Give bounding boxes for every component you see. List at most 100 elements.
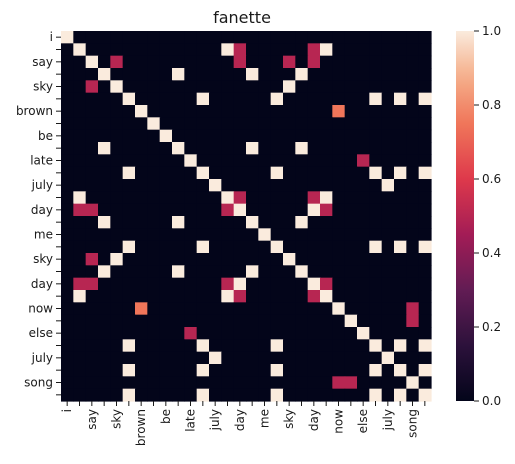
heatmap-cell (394, 142, 407, 155)
heatmap-cell (135, 240, 148, 254)
heatmap-cell (221, 166, 235, 180)
heatmap-cell (332, 228, 346, 242)
heatmap-cell (61, 166, 74, 180)
heatmap-cell (147, 351, 161, 365)
colorbar-tick-label: 0.8 (482, 98, 501, 112)
heatmap-cell (209, 240, 222, 254)
heatmap-cell (344, 142, 358, 155)
heatmap-cell (135, 290, 148, 303)
heatmap-cell (270, 253, 284, 266)
y-tick-label: brown (16, 104, 53, 118)
heatmap-cell (196, 68, 210, 81)
heatmap-cell (283, 240, 296, 254)
colorbar-gradient (456, 31, 474, 401)
heatmap-cell (184, 240, 198, 254)
heatmap-cell (85, 154, 99, 168)
heatmap-cell (85, 388, 99, 402)
heatmap-cell (381, 240, 395, 254)
heatmap-cell (381, 290, 395, 303)
heatmap-cell (258, 117, 272, 131)
heatmap-cell (122, 55, 136, 69)
heatmap-cell (196, 388, 210, 402)
heatmap-cell (233, 43, 247, 57)
heatmap-cell (344, 203, 358, 217)
heatmap-cell (295, 43, 309, 57)
heatmap-cell (122, 314, 136, 328)
heatmap-cell (233, 327, 247, 340)
heatmap-cell (159, 191, 173, 205)
heatmap-cell (258, 203, 272, 217)
heatmap-cell (209, 376, 222, 390)
heatmap-cell (258, 339, 272, 353)
heatmap-cell (61, 179, 74, 192)
heatmap-cell (344, 191, 358, 205)
heatmap-cell (295, 31, 309, 44)
heatmap-cell (406, 265, 420, 279)
colorbar-tick-label: 0.4 (482, 246, 501, 260)
heatmap-cell (344, 290, 358, 303)
heatmap-cell (184, 265, 198, 279)
heatmap-cell (147, 253, 161, 266)
heatmap-cell (406, 216, 420, 229)
heatmap-cell (184, 203, 198, 217)
heatmap-cell (295, 351, 309, 365)
heatmap-cell (172, 364, 185, 377)
heatmap-cell (184, 290, 198, 303)
heatmap-cell (307, 364, 321, 377)
heatmap-cell (344, 253, 358, 266)
heatmap-cell (122, 339, 136, 353)
heatmap-cell (344, 265, 358, 279)
heatmap-cell (332, 216, 346, 229)
heatmap-cell (184, 117, 198, 131)
heatmap-cell (295, 277, 309, 291)
heatmap-cell (172, 105, 185, 118)
heatmap-cell (221, 228, 235, 242)
heatmap-cell (295, 388, 309, 402)
heatmap-cell (307, 253, 321, 266)
heatmap-cell (172, 154, 185, 168)
heatmap-cell (394, 68, 407, 81)
heatmap-cell (246, 43, 259, 57)
heatmap-cell (73, 166, 87, 180)
heatmap-cell (320, 142, 333, 155)
heatmap-cell (418, 80, 432, 94)
heatmap-cell (172, 216, 185, 229)
heatmap-cell (233, 314, 247, 328)
heatmap-cell (344, 92, 358, 106)
heatmap-cell (307, 388, 321, 402)
heatmap-cell (320, 388, 333, 402)
heatmap-cell (233, 216, 247, 229)
heatmap-cell (85, 191, 99, 205)
heatmap-cell (196, 92, 210, 106)
heatmap-cell (196, 31, 210, 44)
heatmap-cell (172, 240, 185, 254)
heatmap-cell (98, 228, 111, 242)
heatmap-cell (357, 302, 370, 316)
heatmap-cell (209, 31, 222, 44)
heatmap-cell (110, 302, 124, 316)
heatmap-cell (270, 388, 284, 402)
heatmap-cell (332, 277, 346, 291)
heatmap-cell (394, 290, 407, 303)
y-tick-label: be (38, 129, 53, 143)
heatmap-cell (221, 129, 235, 143)
heatmap-cell (98, 351, 111, 365)
heatmap-cell (184, 68, 198, 81)
heatmap-cell (73, 191, 87, 205)
y-tick-label: song (24, 376, 53, 390)
heatmap-cell (196, 277, 210, 291)
heatmap-cell (85, 179, 99, 192)
heatmap-cell (406, 240, 420, 254)
heatmap-cell (307, 302, 321, 316)
heatmap-cell (73, 388, 87, 402)
heatmap-cell (258, 253, 272, 266)
heatmap-cell (73, 351, 87, 365)
heatmap-cell (221, 290, 235, 303)
heatmap-cell (147, 388, 161, 402)
heatmap-cell (320, 364, 333, 377)
heatmap-cell (381, 203, 395, 217)
heatmap-cell (320, 68, 333, 81)
heatmap-cell (135, 203, 148, 217)
heatmap-cell (295, 364, 309, 377)
heatmap-cell (172, 117, 185, 131)
